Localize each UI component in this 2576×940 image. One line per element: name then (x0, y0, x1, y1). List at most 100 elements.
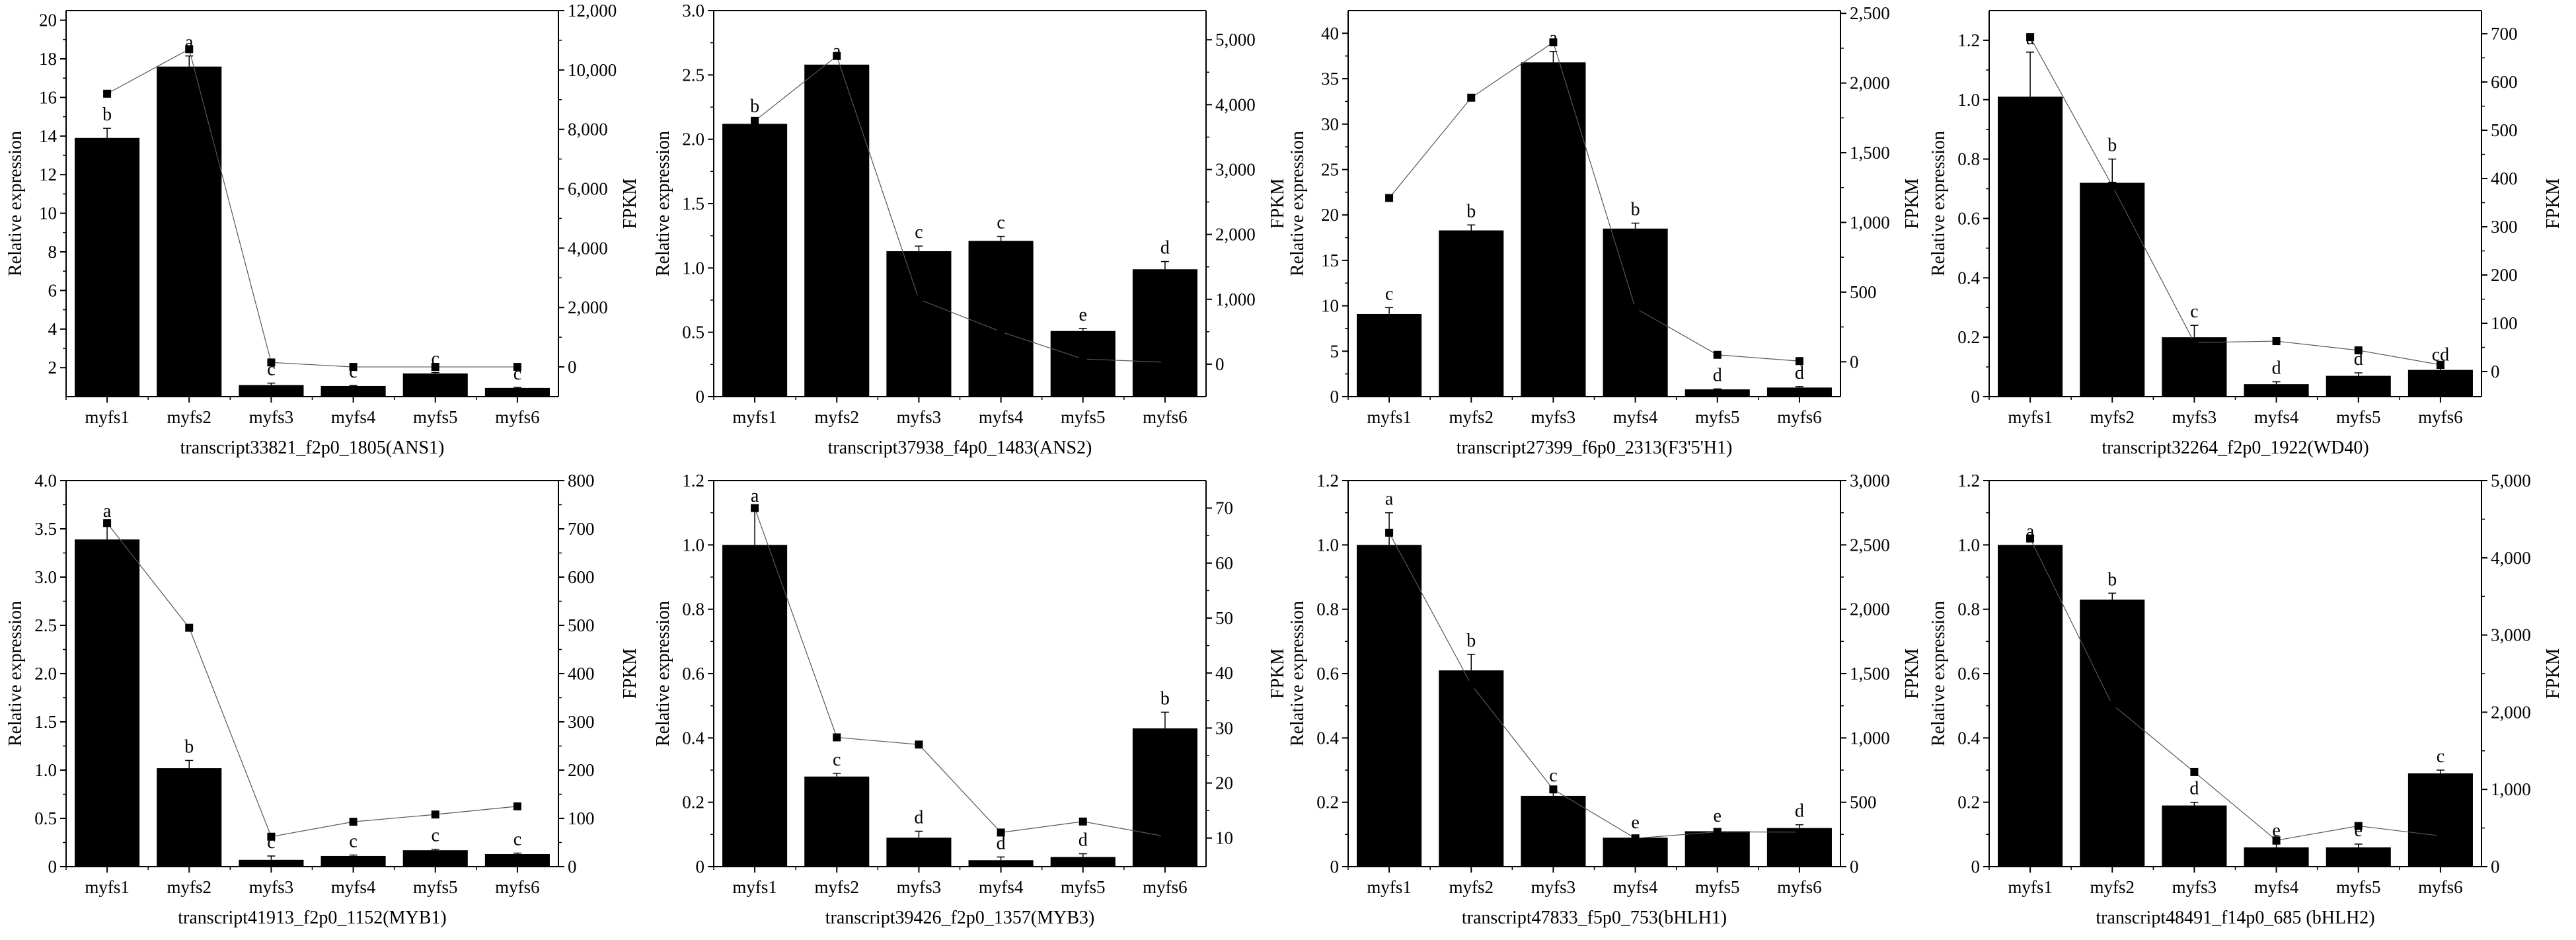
chart-ans2: b a c c e d 0 0.5 1.0 1.5 2.0 2.5 3.0 0 1,000 2,000 3,00… (648, 0, 1292, 470)
y2-tick-label: 1,500 (1850, 664, 1890, 684)
y-axis-title: Relative expression (1287, 131, 1308, 276)
y2-tick-label: 2,000 (1850, 600, 1890, 619)
y2-axis-title: FPKM (1902, 178, 1922, 229)
bar-myfs3 (886, 251, 952, 397)
chart-bhlh1: a b c e e d 0 0.2 0.4 0.6 0.8 1.0 1.2 0 500 1,000 1,500 2… (1282, 470, 1926, 940)
y2-axis-title: FPKM (620, 178, 640, 229)
chart-svg: abc c c c00.51.01.52.02.53.03.54.0010020030… (5, 471, 640, 928)
y-tick-label: 8 (48, 242, 57, 262)
fpkm-marker-myfs4 (2272, 337, 2281, 346)
y2-tick-label: 700 (2491, 24, 2518, 44)
y-tick-label: 1.0 (34, 760, 57, 780)
y2-tick-label: 3,000 (2491, 625, 2531, 645)
chart-svg: a b c e e d 0 0.2 0.4 0.6 0.8 1.0 1.2 0 500 1,000 1,500 2… (1287, 471, 1922, 928)
y2-tick-label: 1,000 (1215, 290, 1256, 309)
y2-tick-label: 0 (1215, 354, 1225, 374)
y-tick-label: 2.5 (682, 65, 704, 85)
fpkm-marker-myfs6 (1795, 357, 1803, 366)
y-tick-label: 0.8 (1957, 600, 1980, 619)
y-tick-label: 1.0 (682, 535, 704, 555)
fpkm-marker-myfs3 (267, 358, 276, 367)
bar-myfs4 (968, 860, 1034, 867)
significance-letter: d (1160, 238, 1170, 258)
y2-tick-label: 0 (1850, 857, 1859, 877)
fpkm-marker-myfs6 (2436, 360, 2444, 369)
y-tick-label: 10 (1321, 296, 1339, 316)
fpkm-marker-myfs6 (1795, 828, 1803, 836)
significance-letter: a (751, 486, 759, 506)
fpkm-line (1388, 42, 1799, 362)
bar-myfs1 (722, 545, 788, 867)
bar-myfs3 (1521, 62, 1586, 397)
fpkm-marker-myfs4 (349, 363, 358, 372)
bar-myfs3 (239, 385, 304, 397)
fpkm-marker-myfs2 (185, 45, 194, 54)
y-tick-label: 0 (1330, 857, 1340, 877)
significance-letter: b (1160, 688, 1170, 709)
fpkm-marker-myfs1 (751, 504, 759, 512)
fpkm-marker-myfs4 (349, 818, 358, 826)
y2-tick-label: 60 (1215, 553, 1233, 573)
y-tick-label: 0.2 (1957, 327, 1980, 347)
x-tick-label: myfs4 (331, 407, 376, 427)
bar-myfs6 (484, 854, 550, 867)
y2-tick-label: 1,500 (1850, 143, 1890, 163)
y2-tick-label: 10,000 (568, 60, 617, 80)
bar-myfs3 (2162, 337, 2227, 397)
y-tick-label: 0.6 (1957, 664, 1980, 684)
bar-myfs1 (1357, 313, 1422, 397)
y2-tick-label: 700 (568, 519, 595, 539)
y-tick-label: 18 (39, 49, 57, 69)
x-tick-label: myfs3 (2172, 407, 2217, 427)
fpkm-marker-myfs1 (103, 89, 112, 98)
y2-tick-label: 2,000 (1850, 73, 1890, 93)
bar-myfs2 (157, 768, 222, 867)
y-tick-label: 1.2 (682, 471, 704, 490)
x-tick-label: myfs6 (1777, 407, 1822, 427)
y2-tick-label: 50 (1215, 608, 1233, 628)
x-tick-label: myfs2 (2090, 407, 2135, 427)
y2-tick-label: 8,000 (568, 120, 608, 139)
significance-letter: d (2272, 358, 2281, 379)
x-tick-label: myfs2 (815, 407, 860, 427)
x-tick-label: myfs4 (979, 877, 1024, 897)
y2-tick-label: 5,000 (2491, 471, 2531, 490)
y-tick-label: 5 (1330, 341, 1340, 361)
y2-tick-label: 0 (1850, 352, 1859, 372)
y2-tick-label: 12,000 (568, 1, 617, 20)
fpkm-marker-myfs5 (2354, 822, 2363, 830)
x-axis-title: transcript33821_f2p0_1805(ANS1) (180, 438, 445, 458)
y-tick-label: 0 (696, 387, 705, 407)
x-tick-label: myfs3 (897, 407, 942, 427)
fpkm-marker-myfs1 (2026, 534, 2035, 543)
y2-tick-label: 300 (2491, 217, 2518, 237)
y2-tick-label: 400 (2491, 169, 2518, 188)
significance-letter: c (2190, 301, 2198, 322)
chart-bhlh2: a b d e e c 0 0.2 0.4 0.6 0.8 1.0 1.2 0 1,000 2,000 3,00… (1923, 470, 2567, 940)
x-axis-title: transcript27399_f6p0_2313(F3'5'H1) (1457, 438, 1733, 458)
fpkm-marker-myfs3 (2190, 338, 2199, 347)
y-tick-label: 0.4 (1957, 268, 1980, 288)
chart-myb1: a b c c c c 0 0.5 1.0 1.5 2.0 2.5 3.0 3.5 4.0 0 100 200 30… (0, 470, 644, 940)
fpkm-marker-myfs3 (267, 832, 276, 841)
bar-myfs2 (2080, 600, 2145, 867)
y-tick-label: 0.6 (1316, 664, 1339, 684)
x-axis-title: transcript41913_f2p0_1152(MYB1) (178, 908, 446, 928)
fpkm-marker-myfs1 (1385, 194, 1394, 202)
x-tick-label: myfs2 (1449, 877, 1494, 897)
y2-tick-label: 6,000 (568, 179, 608, 199)
y-tick-label: 0.8 (1957, 149, 1980, 169)
bar-myfs4 (321, 855, 386, 867)
fpkm-marker-myfs4 (997, 828, 1005, 837)
y2-tick-label: 10 (1215, 828, 1233, 848)
fpkm-marker-myfs6 (2436, 832, 2444, 840)
x-tick-label: myfs2 (167, 407, 212, 427)
bar-myfs6 (1132, 269, 1197, 397)
y2-tick-label: 0 (568, 357, 577, 377)
y2-tick-label: 500 (1850, 282, 1877, 302)
x-axis-title: transcript39426_f2p0_1357(MYB3) (825, 908, 1095, 928)
y2-tick-label: 0 (2491, 362, 2500, 381)
y-tick-label: 40 (1321, 23, 1339, 43)
y2-axis-title: FPKM (1268, 178, 1288, 229)
